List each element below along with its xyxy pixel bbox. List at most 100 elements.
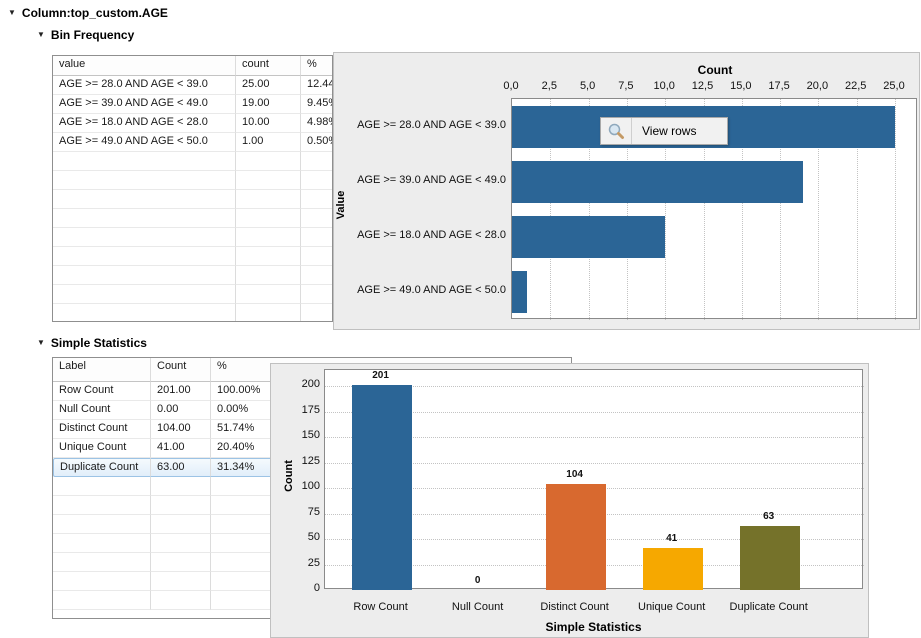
- gridline: [741, 99, 743, 320]
- magnifier-icon: [601, 122, 631, 140]
- section-header-simple-statistics[interactable]: ▼ Simple Statistics: [37, 336, 147, 350]
- table-cell: [53, 591, 151, 610]
- y-tick-label: 50: [307, 531, 320, 543]
- bin-frequency-section-title: Bin Frequency: [50, 28, 135, 42]
- table-cell: [236, 152, 301, 171]
- table-row[interactable]: AGE >= 49.0 AND AGE < 50.01.000.50%: [53, 133, 332, 152]
- table-cell: [301, 304, 332, 321]
- y-tick-label: 175: [301, 403, 320, 416]
- bar-value-label: 0: [474, 575, 481, 586]
- gridline: [325, 437, 864, 438]
- view-rows-button[interactable]: View rows: [600, 117, 728, 145]
- category-label: Duplicate Count: [729, 601, 808, 613]
- gridline: [818, 99, 820, 320]
- x-tick-label: 7,5: [618, 80, 634, 92]
- table-cell: 63.00: [151, 458, 211, 477]
- stats-chart-x-axis-label: Simple Statistics: [545, 620, 642, 634]
- table-cell: Distinct Count: [53, 420, 151, 439]
- table-cell: [53, 285, 236, 304]
- column-header[interactable]: count: [236, 56, 301, 76]
- table-cell: [53, 228, 236, 247]
- y-tick-label: 200: [301, 378, 320, 390]
- table-cell: 1.00: [236, 133, 301, 152]
- category-label: AGE >= 18.0 AND AGE < 28.0: [357, 229, 506, 242]
- table-cell: 104.00: [151, 420, 211, 439]
- table-row[interactable]: AGE >= 18.0 AND AGE < 28.010.004.98%: [53, 114, 332, 133]
- bin-bar[interactable]: [512, 160, 804, 203]
- table-empty-row[interactable]: [53, 266, 332, 285]
- table-cell: [151, 553, 211, 572]
- table-empty-row[interactable]: [53, 171, 332, 190]
- collapse-triangle-icon[interactable]: ▼: [37, 338, 45, 347]
- y-tick-label: 100: [301, 480, 320, 492]
- table-cell: [301, 285, 332, 304]
- column-section-title: Column:top_custom.AGE: [21, 6, 168, 20]
- x-tick-label: 12,5: [691, 80, 714, 92]
- table-cell: [53, 209, 236, 228]
- bar-value-label: 41: [666, 533, 678, 545]
- stats-chart-plot-area: [324, 369, 864, 590]
- table-cell: [53, 304, 236, 321]
- gridline: [550, 99, 552, 320]
- table-cell: [53, 515, 151, 534]
- table-cell: [236, 190, 301, 209]
- section-header-bin-frequency[interactable]: ▼ Bin Frequency: [37, 28, 134, 42]
- table-empty-row[interactable]: [53, 228, 332, 247]
- x-tick-label: 15,0: [730, 80, 752, 92]
- gridline: [626, 99, 628, 320]
- category-label: AGE >= 49.0 AND AGE < 50.0: [357, 284, 506, 297]
- table-cell: 201.00: [151, 382, 211, 401]
- table-cell: 0.50%: [301, 133, 332, 152]
- table-cell: [236, 266, 301, 285]
- table-cell: Row Count: [53, 382, 151, 401]
- category-label: Distinct Count: [540, 601, 609, 613]
- table-cell: [236, 171, 301, 190]
- stats-bar[interactable]: [351, 384, 412, 590]
- table-empty-row[interactable]: [53, 209, 332, 228]
- table-cell: [151, 496, 211, 515]
- collapse-triangle-icon[interactable]: ▼: [37, 30, 45, 39]
- bar-value-label: 63: [763, 510, 775, 522]
- table-row[interactable]: AGE >= 39.0 AND AGE < 49.019.009.45%: [53, 95, 332, 114]
- table-cell: [236, 209, 301, 228]
- table-cell: [53, 247, 236, 266]
- table-empty-row[interactable]: [53, 304, 332, 321]
- table-empty-row[interactable]: [53, 285, 332, 304]
- section-header-column[interactable]: ▼ Column:top_custom.AGE: [8, 6, 168, 20]
- column-header[interactable]: Count: [151, 358, 211, 382]
- table-cell: 0.00: [151, 401, 211, 420]
- bar-value-label: 104: [566, 468, 583, 480]
- stats-bar[interactable]: [642, 548, 703, 590]
- stats-bar[interactable]: [545, 483, 606, 590]
- x-tick-label: 0,0: [503, 80, 519, 92]
- table-empty-row[interactable]: [53, 152, 332, 171]
- table-cell: [53, 171, 236, 190]
- gridline: [895, 99, 896, 320]
- x-tick-label: 20,0: [806, 80, 829, 92]
- table-cell: [53, 477, 151, 496]
- category-label: Null Count: [451, 601, 504, 613]
- bin-bar[interactable]: [512, 216, 666, 259]
- table-cell: 9.45%: [301, 95, 332, 114]
- stats-bar[interactable]: [739, 525, 800, 590]
- view-rows-label: View rows: [642, 124, 697, 138]
- stats-chart-y-axis-label: Count: [283, 460, 295, 492]
- category-label: AGE >= 28.0 AND AGE < 39.0: [357, 118, 506, 131]
- column-header[interactable]: Label: [53, 358, 151, 382]
- table-empty-row[interactable]: [53, 247, 332, 266]
- table-cell: Null Count: [53, 401, 151, 420]
- table-cell: [301, 171, 332, 190]
- simple-statistics-section-title: Simple Statistics: [50, 336, 147, 350]
- column-header[interactable]: value: [53, 56, 236, 76]
- table-header-row: value count%: [53, 56, 332, 76]
- bin-bar[interactable]: [512, 271, 528, 314]
- column-header[interactable]: %: [301, 56, 332, 76]
- collapse-triangle-icon[interactable]: ▼: [8, 8, 16, 17]
- bin-frequency-chart-panel: Count 0,0 2,5 5,0 7,5 10,0 12,5 15,0 17,5 20,0 22…: [333, 52, 920, 330]
- table-empty-row[interactable]: [53, 190, 332, 209]
- table-cell: AGE >= 39.0 AND AGE < 49.0: [53, 95, 236, 114]
- x-tick-label: 22,5: [844, 80, 867, 92]
- gridline: [325, 411, 864, 413]
